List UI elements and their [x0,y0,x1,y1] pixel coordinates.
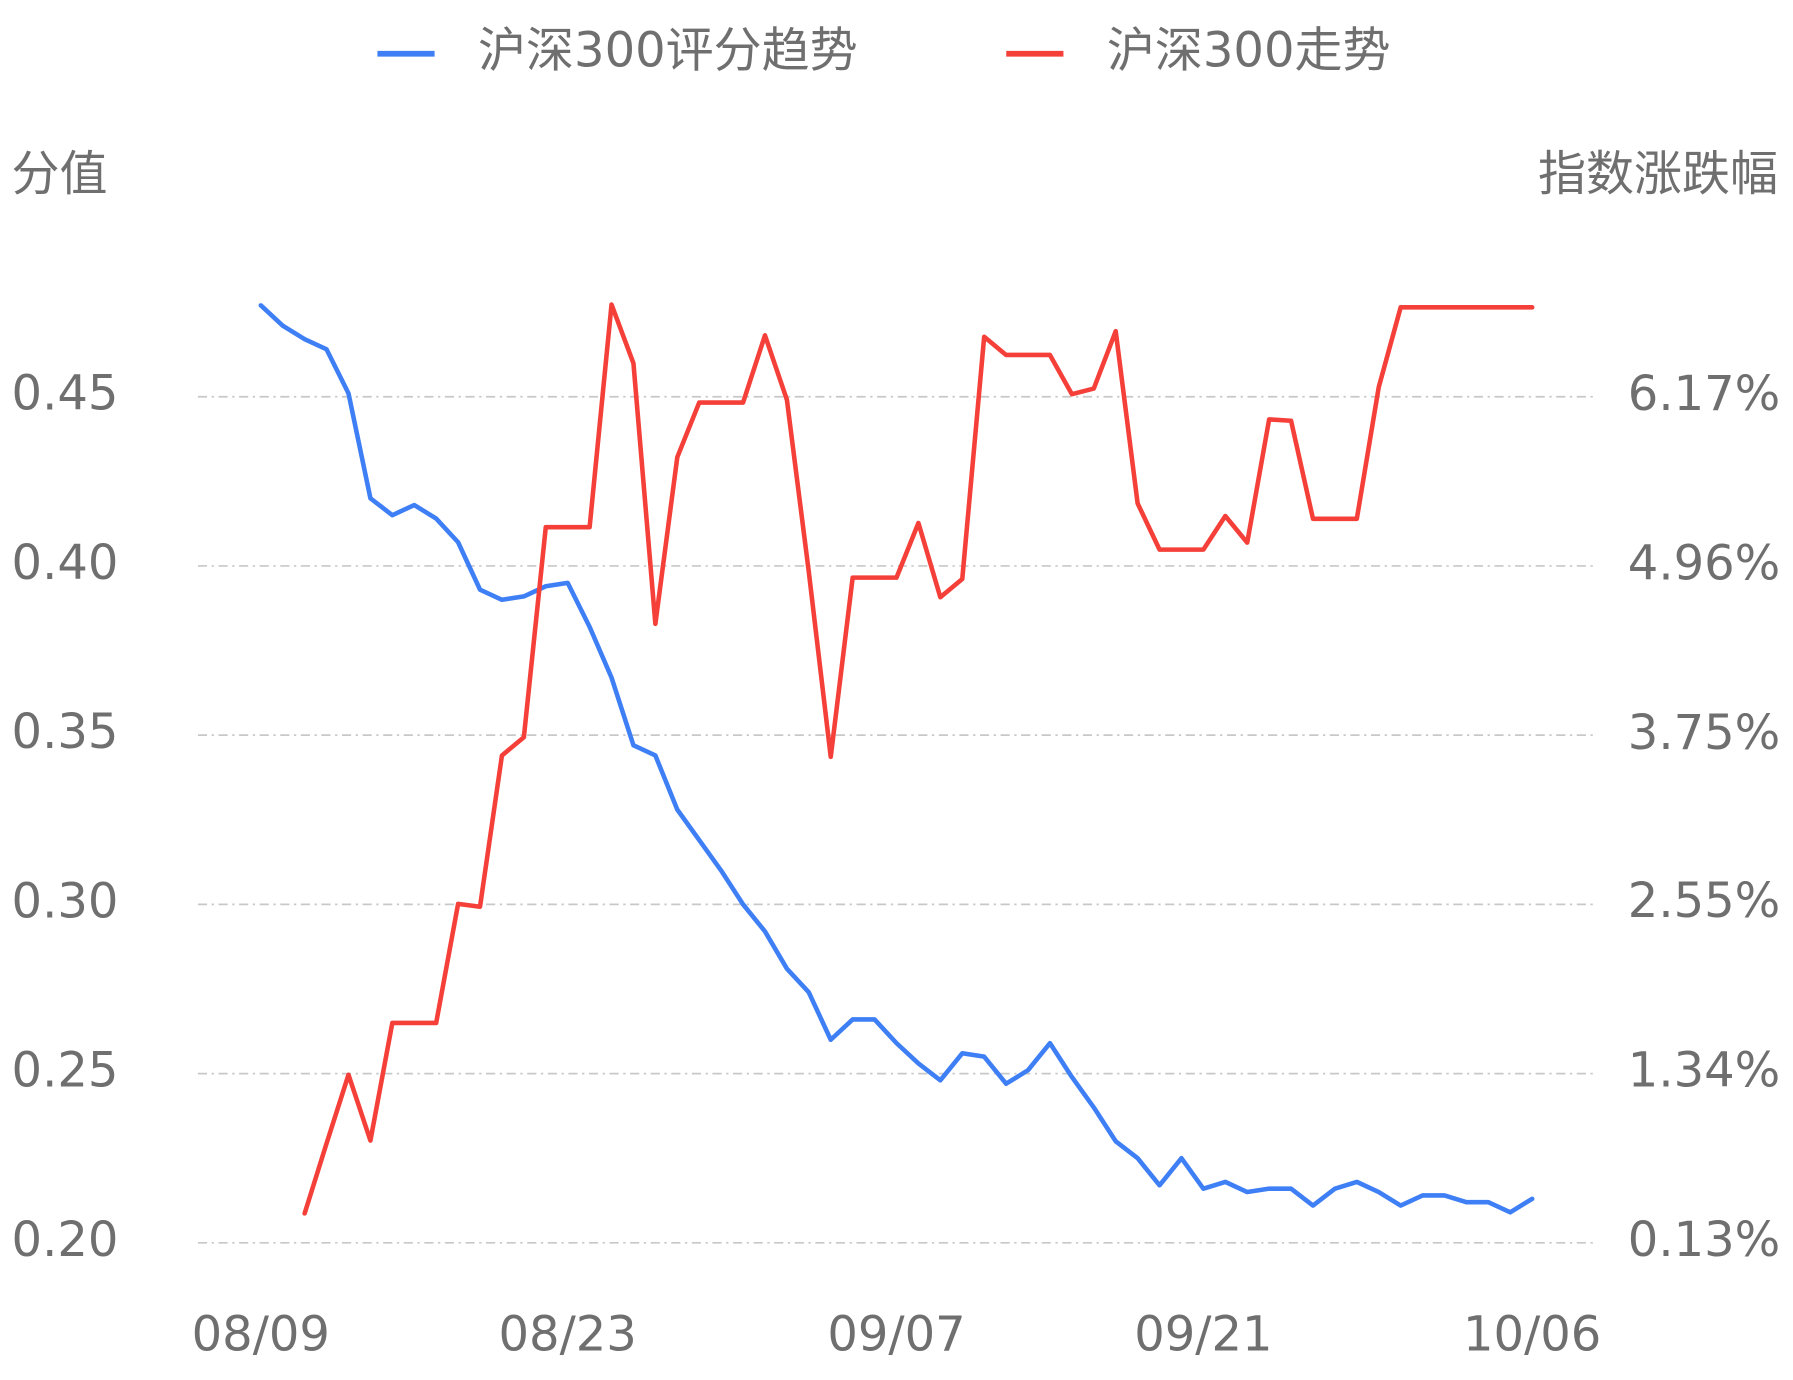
y-tick-label: 0.35 [12,704,119,760]
y2-tick-label: 1.34% [1628,1042,1780,1098]
x-tick-label: 09/21 [1134,1307,1272,1363]
y-axis-title: 分值 [12,146,108,202]
y2-tick-label: 2.55% [1628,873,1780,929]
legend-label: 沪深300评分趋势 [478,23,858,79]
y-tick-label: 0.25 [12,1043,119,1099]
x-tick-label: 08/23 [499,1307,637,1363]
y2-axis-title: 指数涨跌幅 [1538,146,1778,202]
y2-tick-label: 4.96% [1628,535,1780,591]
y2-tick-label: 3.75% [1628,705,1780,761]
legend-label: 沪深300走势 [1107,23,1391,79]
series-line [302,302,1535,1216]
x-tick-label: 08/09 [192,1307,330,1363]
x-tick-label: 10/06 [1463,1307,1601,1363]
y2-tick-label: 6.17% [1628,366,1780,422]
y-tick-label: 0.40 [12,535,119,591]
x-tick-label: 09/07 [827,1307,965,1363]
y2-tick-label: 0.13% [1628,1212,1780,1268]
y-tick-label: 0.45 [12,366,119,422]
series-line [258,303,1535,1215]
y-tick-label: 0.20 [12,1212,119,1268]
y-tick-label: 0.30 [12,873,119,929]
